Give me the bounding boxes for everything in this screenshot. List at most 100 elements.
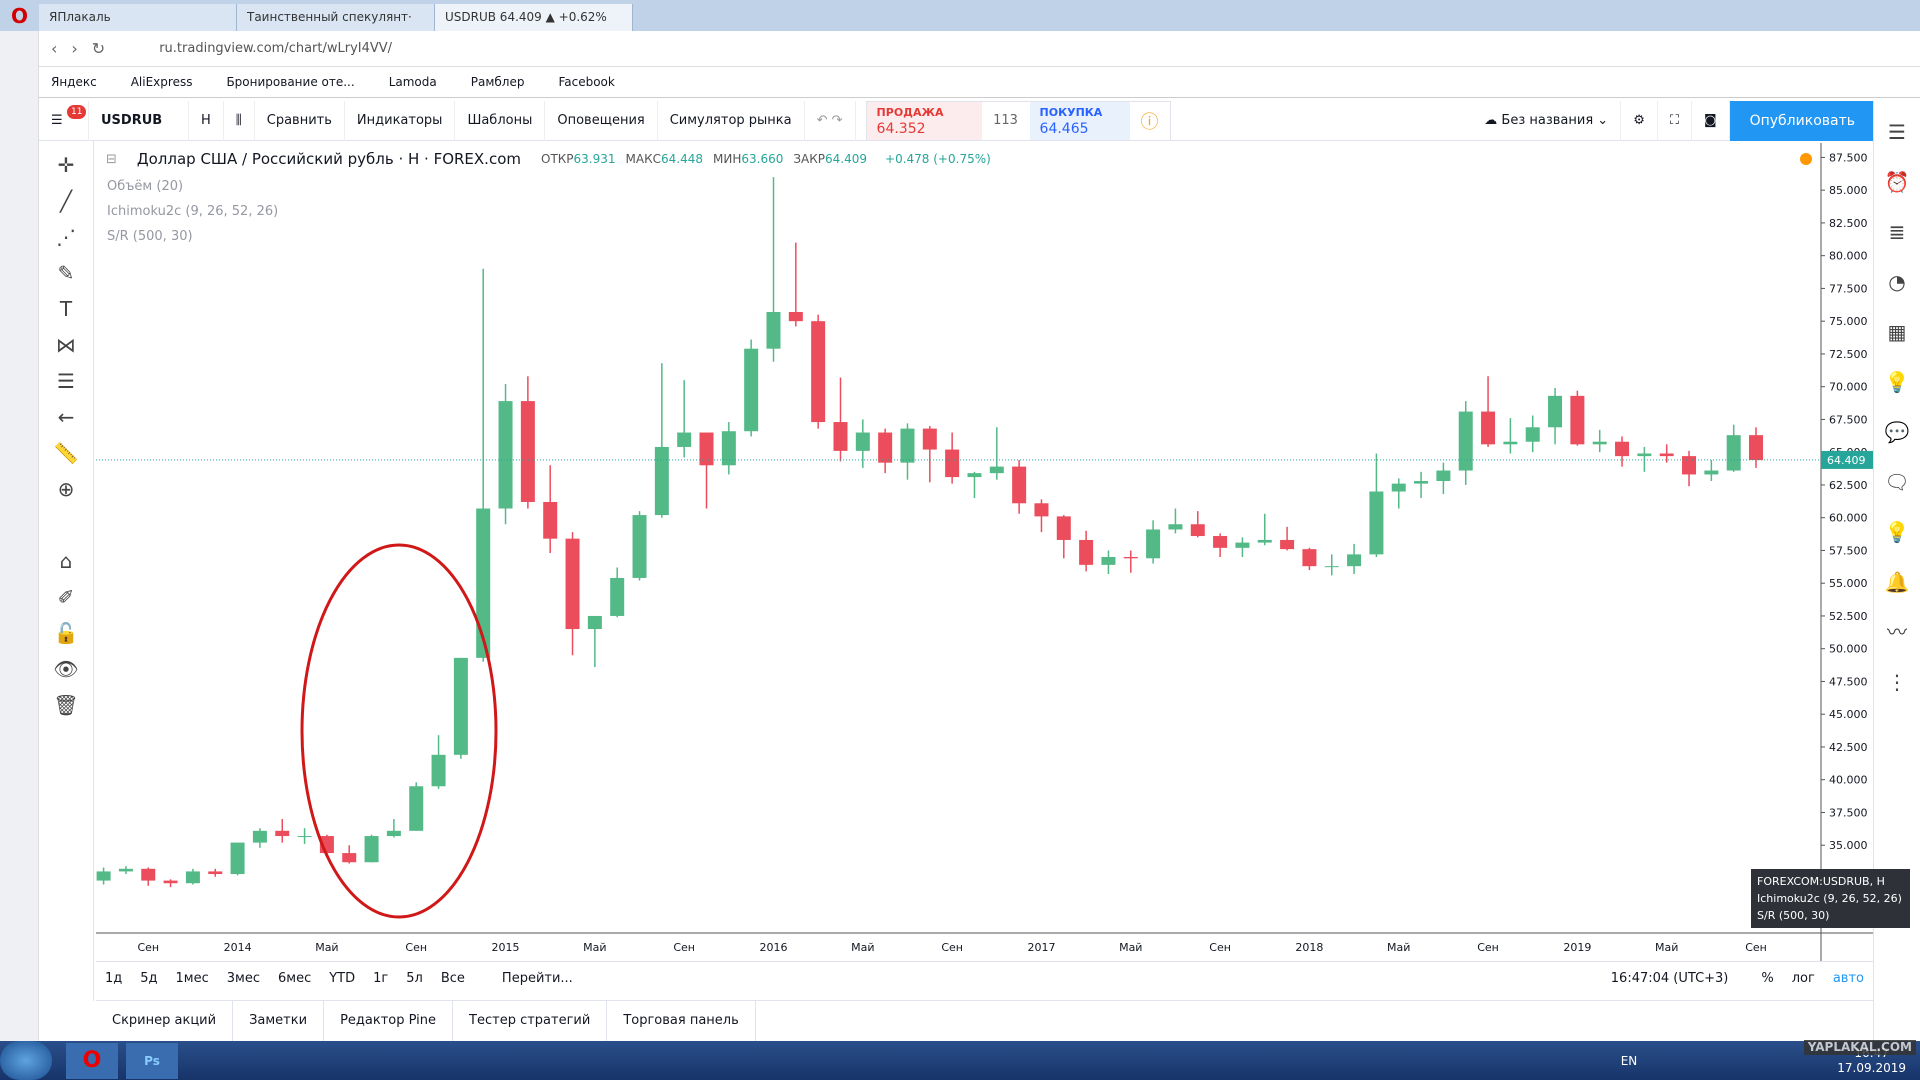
candle-body xyxy=(1257,539,1272,543)
indicator[interactable]: Ichimoku2c (9, 26, 52, 26) xyxy=(107,204,279,219)
y-tick-label: 57.500 xyxy=(1829,544,1868,557)
legend-title[interactable]: Доллар США / Российский рубль · Н · FORE… xyxy=(136,150,521,168)
publish[interactable]: Опубликовать xyxy=(1729,100,1875,141)
interval[interactable]: Н xyxy=(189,100,224,141)
y-tick-label: 75.000 xyxy=(1829,315,1868,328)
range[interactable]: 3мес xyxy=(226,971,260,986)
menu[interactable]: ☰ 11 xyxy=(39,100,89,141)
y-tick-label: 87.500 xyxy=(1829,151,1868,164)
opera-logo[interactable]: O xyxy=(10,3,28,28)
x-tick-label: 2019 xyxy=(1563,941,1591,954)
watermark: YAPLAKAL.COM xyxy=(1803,1039,1916,1055)
indicator[interactable]: S/R (500, 30) xyxy=(107,229,193,244)
snapshot[interactable]: ◙ xyxy=(1692,100,1730,141)
start[interactable] xyxy=(0,1041,52,1080)
candle-body xyxy=(900,428,915,463)
lang[interactable]: EN xyxy=(1620,1053,1638,1068)
toolbar-button[interactable]: Шаблоны xyxy=(455,100,546,141)
candle-body xyxy=(587,615,602,630)
x-tick-label: Сен xyxy=(673,941,695,954)
candle-body xyxy=(1503,441,1518,445)
clock: 16:47:04 (UTC+3) xyxy=(1610,971,1729,986)
drawing-toolbar: ✛ ╱ ⋰ ✎ T ⋈ ☰ ← 📏 ⊕ ⌂ ✐ 🔓 👁 🗑 xyxy=(39,141,94,1001)
opera-task[interactable]: O xyxy=(66,1042,118,1079)
range-bar: 1д 5д 1мес 3мес 6мес YTD 1г 5л Все Перейти... 16… xyxy=(96,961,1873,995)
candle-body xyxy=(1592,441,1607,445)
last-price-box xyxy=(1821,450,1873,469)
bookmark[interactable]: AliExpress xyxy=(130,75,193,89)
info[interactable]: ⓘ xyxy=(1140,111,1159,133)
candle-body xyxy=(1481,411,1496,445)
y-tick-label: 37.500 xyxy=(1829,806,1868,819)
bookmark[interactable]: Lamoda xyxy=(388,75,437,89)
candle-body xyxy=(1704,470,1719,475)
range[interactable]: 5д xyxy=(140,971,158,986)
alert-dot[interactable] xyxy=(1800,153,1812,165)
range[interactable]: 6мес xyxy=(278,971,312,986)
ps-task[interactable]: Ps xyxy=(126,1042,178,1079)
fullscreen[interactable]: ⛶ xyxy=(1658,100,1692,141)
nav-buttons[interactable]: ‹›↻ xyxy=(51,39,120,58)
bottom-tab[interactable]: Редактор Pine xyxy=(324,1000,454,1041)
toolbar-button[interactable]: Оповещения xyxy=(545,100,658,141)
tool-icons[interactable]: ✛ ╱ ⋰ ✎ T ⋈ ☰ ← 📏 ⊕ ⌂ ✐ 🔓 👁 🗑 xyxy=(53,153,79,717)
candle-body xyxy=(565,538,580,630)
candle-body xyxy=(744,348,759,432)
bookmark[interactable]: Рамблер xyxy=(470,75,525,89)
scale-option[interactable]: % xyxy=(1761,971,1774,986)
candle-body xyxy=(185,871,200,884)
legend-collapse[interactable]: ⊟ xyxy=(106,151,117,167)
tab[interactable]: Таинственный спекулянт· xyxy=(237,4,435,31)
symbol[interactable]: USDRUB xyxy=(89,100,189,141)
candle-body xyxy=(922,428,937,450)
range[interactable]: Все xyxy=(440,971,465,986)
bottom-tab[interactable]: Тестер стратегий xyxy=(453,1000,608,1041)
bottom-tab[interactable]: Торговая панель xyxy=(607,1000,756,1041)
range[interactable]: 1г xyxy=(373,971,389,986)
candle-body xyxy=(989,466,1004,474)
candle-body xyxy=(96,871,111,881)
badge: 11 xyxy=(67,104,87,119)
candle-body xyxy=(1123,556,1138,559)
x-tick-label: Май xyxy=(1119,941,1142,954)
ohlc-value: 64.409 xyxy=(825,152,868,166)
candle-body xyxy=(1726,435,1741,471)
bottom-tab[interactable]: Заметки xyxy=(233,1000,325,1041)
indicator[interactable]: Объём (20) xyxy=(107,179,184,194)
chart-style[interactable]: ⫼ xyxy=(224,100,255,141)
sell[interactable]: ПРОДАЖА 64.352 xyxy=(866,101,982,140)
layout[interactable]: ☁ Без названия ⌄ xyxy=(1472,100,1622,141)
x-tick-label: Май xyxy=(1655,941,1678,954)
toolbar-button[interactable]: Индикаторы xyxy=(345,100,456,141)
candle-body xyxy=(1414,481,1429,484)
range[interactable]: 1д xyxy=(105,971,123,986)
url[interactable]: ru.tradingview.com/chart/wLryI4VV/ xyxy=(159,41,393,56)
side-icons[interactable]: ☰ ⏰ ≣ ◔ ▦ 💡 💬 🗨 💡 🔔 〰 ⋮ xyxy=(1884,120,1910,694)
undo-redo[interactable]: ↶ ↷ xyxy=(805,100,856,141)
range[interactable]: 5л xyxy=(406,971,423,986)
tab[interactable]: USDRUB 64.409 ▲ +0.62% xyxy=(435,4,633,31)
bottom-tab[interactable]: Скринер акций xyxy=(96,1000,234,1041)
bookmark[interactable]: Бронирование оте... xyxy=(226,75,355,89)
buy[interactable]: ПОКУПКА 64.465 xyxy=(1029,101,1130,140)
sell-price: 64.352 xyxy=(876,120,926,137)
annotation-ellipse xyxy=(300,543,498,919)
scale-option[interactable]: авто xyxy=(1832,971,1864,986)
toolbar-button[interactable]: Сравнить xyxy=(255,100,345,141)
indicator-row: S/R (500, 30) xyxy=(107,224,278,249)
plot-bg xyxy=(96,143,1821,933)
candle-body xyxy=(677,432,692,447)
settings[interactable]: ⚙ xyxy=(1621,100,1658,141)
candle-body xyxy=(967,473,982,478)
ohlc: ОТКР 63.931 МАКС 64.448 МИН 63.660 ЗАКР 64.409 xyxy=(541,152,877,166)
candle-body xyxy=(878,432,893,463)
range[interactable]: 1мес xyxy=(175,971,209,986)
toolbar-button[interactable]: Симулятор рынка xyxy=(658,100,805,141)
bookmark[interactable]: Яндекс xyxy=(51,75,97,89)
x-tick-label: 2014 xyxy=(224,941,252,954)
scale-option[interactable]: лог xyxy=(1791,971,1815,986)
goto[interactable]: Перейти... xyxy=(501,971,573,986)
range[interactable]: YTD xyxy=(329,971,356,986)
tab[interactable]: ЯПлакаль xyxy=(39,4,237,31)
bookmark[interactable]: Facebook xyxy=(558,75,615,89)
